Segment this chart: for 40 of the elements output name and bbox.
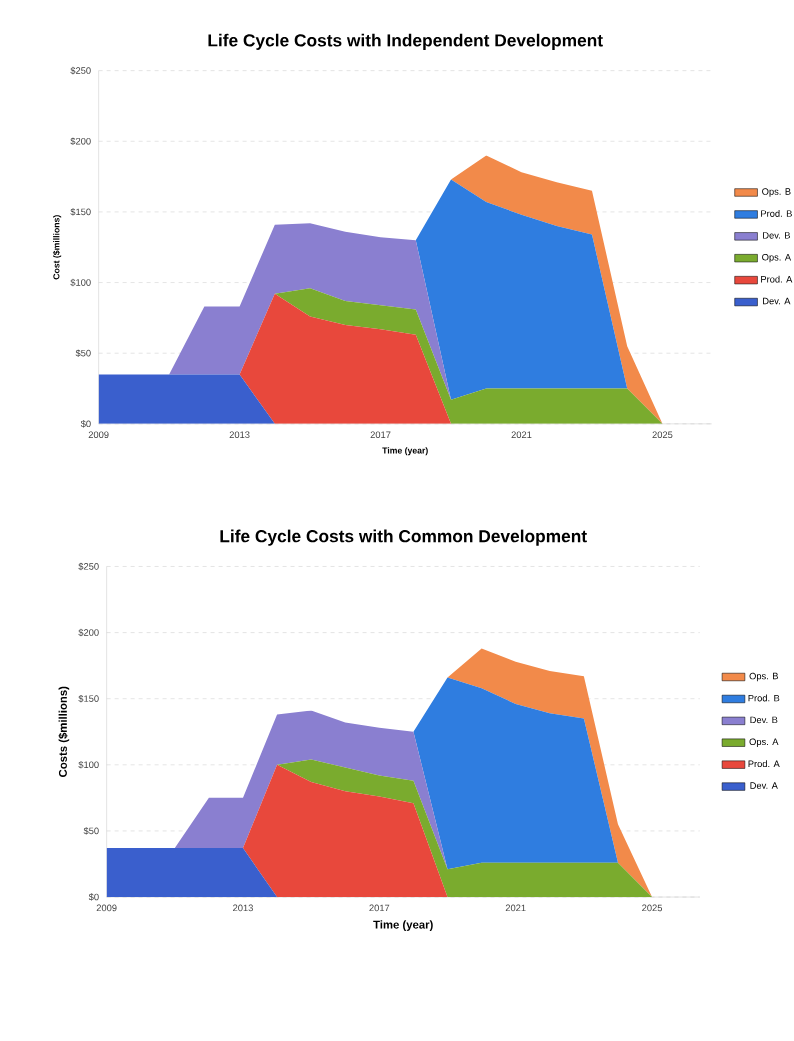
- x-tick-label: 2017: [369, 904, 390, 912]
- legend-label: Prod. B: [760, 210, 792, 217]
- legend-label: Ops. B: [749, 672, 778, 682]
- legend-label: Dev. B: [762, 232, 790, 239]
- y-tick-label: $250: [70, 66, 91, 75]
- x-tick-label: 2013: [232, 904, 253, 912]
- y-tick-label: $0: [80, 420, 91, 428]
- x-tick-label: 2013: [229, 431, 250, 439]
- x-tick-label: 2009: [96, 904, 117, 912]
- chart-title: Life Cycle Costs with Common Development: [220, 529, 587, 546]
- y-axis-title: Costs ($millions): [58, 686, 69, 777]
- y-tick-label: $50: [75, 349, 91, 357]
- legend-label: Dev. A: [762, 297, 791, 305]
- legend-label: Ops. A: [749, 738, 779, 747]
- x-tick-label: 2009: [88, 431, 109, 439]
- legend-label: Dev. B: [750, 716, 778, 724]
- x-tick-label: 2025: [652, 431, 673, 439]
- y-axis-title: Cost ($millions): [52, 215, 61, 280]
- legend-label: Dev. A: [750, 782, 778, 789]
- y-tick-label: $150: [70, 208, 91, 216]
- y-tick-label: $250: [78, 562, 99, 571]
- x-axis-title: Time (year): [382, 447, 428, 456]
- legend-label: Ops. A: [761, 253, 791, 263]
- y-tick-label: $100: [78, 761, 99, 769]
- y-tick-label: $0: [88, 893, 99, 901]
- legend-label: Ops. B: [761, 188, 791, 197]
- y-tick-label: $150: [78, 694, 99, 703]
- legend-label: Prod. A: [760, 275, 793, 283]
- y-tick-label: $100: [70, 278, 91, 287]
- y-tick-label: $200: [70, 137, 91, 146]
- x-axis-title: Time (year): [373, 920, 433, 931]
- x-tick-label: 2025: [641, 904, 662, 912]
- legend-label: Prod. B: [748, 694, 780, 702]
- x-tick-label: 2017: [370, 431, 391, 439]
- x-tick-label: 2021: [511, 431, 532, 439]
- legend-label: Prod. A: [748, 760, 780, 768]
- chart-title: Life Cycle Costs with Independent Development: [208, 33, 603, 50]
- x-tick-label: 2021: [505, 904, 526, 912]
- y-tick-label: $200: [78, 628, 99, 637]
- y-tick-label: $50: [83, 827, 99, 835]
